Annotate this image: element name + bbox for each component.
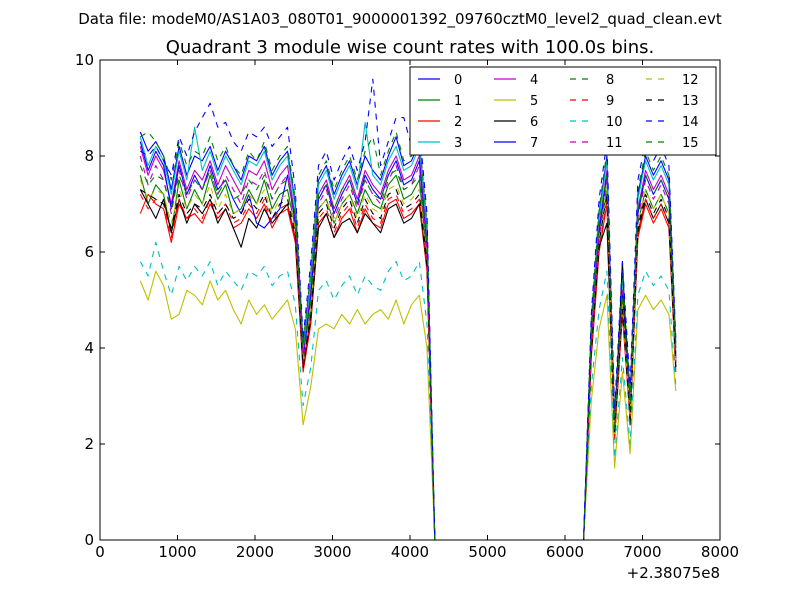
y-tick-label: 0: [84, 531, 94, 549]
legend-label-6: 6: [530, 115, 538, 130]
y-tick-label: 8: [84, 147, 94, 165]
legend-box: [409, 66, 717, 156]
legend-label-14: 14: [682, 115, 699, 130]
legend-label-3: 3: [454, 136, 462, 151]
figure-suptitle: Data file: modeM0/AS1A03_080T01_90000013…: [78, 10, 722, 29]
y-tick-label: 4: [84, 339, 94, 357]
series-line-0: [139, 131, 677, 541]
legend-label-12: 12: [682, 73, 699, 88]
x-tick-label: 4000: [391, 543, 429, 561]
series-line-11: [139, 155, 677, 541]
series-line-6: [139, 189, 677, 541]
series-line-12: [139, 179, 677, 541]
x-tick-label: 7000: [623, 543, 661, 561]
x-tick-label: 6000: [546, 543, 584, 561]
series-line-4: [139, 146, 677, 541]
legend-label-11: 11: [606, 136, 623, 151]
chart-title: Quadrant 3 module wise count rates with …: [166, 37, 655, 58]
legend-label-1: 1: [454, 94, 462, 109]
x-tick-label: 2000: [236, 543, 274, 561]
series-line-3: [139, 121, 677, 541]
series-line-15: [139, 165, 677, 541]
legend-label-9: 9: [606, 94, 614, 109]
legend-label-4: 4: [530, 73, 538, 88]
y-tick-label: 2: [84, 435, 94, 453]
series-line-10: [139, 241, 677, 541]
series-line-14: [140, 78, 677, 541]
y-tick-label: 6: [84, 243, 94, 261]
y-tick-label: 10: [75, 51, 94, 69]
legend-label-7: 7: [530, 136, 538, 151]
legend-label-8: 8: [606, 73, 614, 88]
series-line-13: [140, 189, 677, 541]
series-line-5: [139, 270, 677, 541]
legend-label-13: 13: [682, 94, 699, 109]
x-axis-offset-label: +2.38075e8: [627, 564, 720, 582]
legend-label-2: 2: [454, 115, 462, 130]
legend-label-15: 15: [682, 136, 699, 151]
x-tick-label: 0: [95, 543, 105, 561]
x-tick-label: 5000: [468, 543, 506, 561]
legend-label-10: 10: [606, 115, 623, 130]
legend-label-5: 5: [530, 94, 538, 109]
x-tick-label: 8000: [701, 543, 739, 561]
legend-label-0: 0: [454, 73, 462, 88]
x-tick-label: 1000: [158, 543, 196, 561]
x-tick-label: 3000: [313, 543, 351, 561]
